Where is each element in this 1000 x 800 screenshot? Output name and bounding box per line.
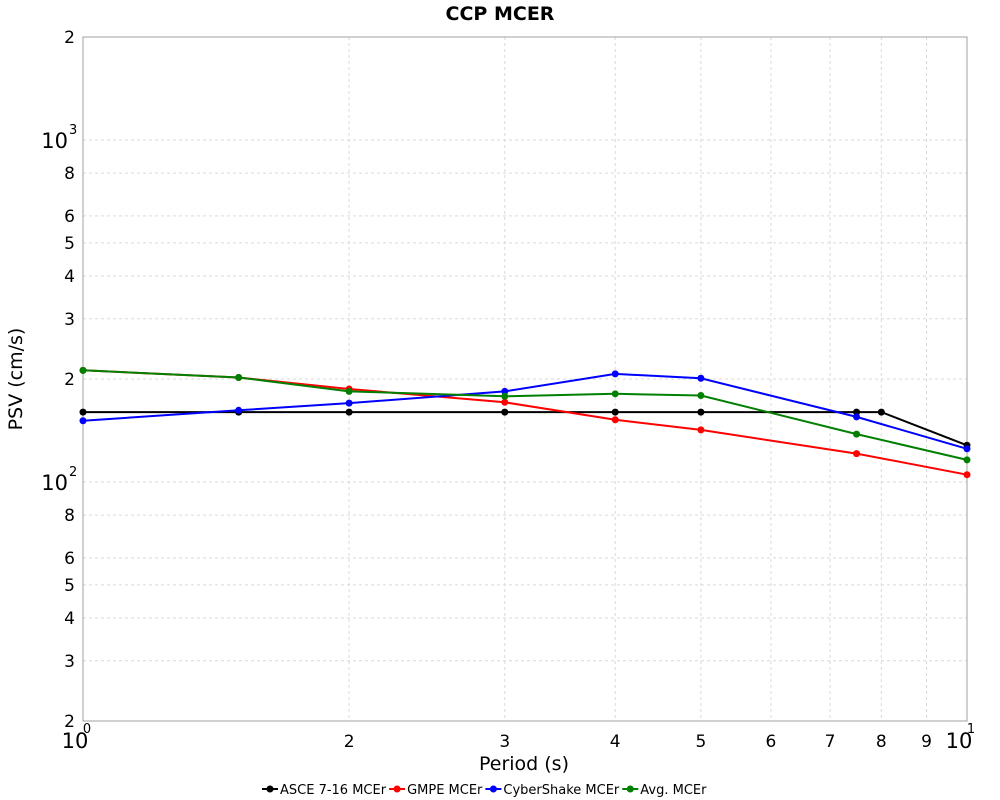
legend-marker xyxy=(393,785,401,793)
data-point xyxy=(235,374,243,382)
series-gmpe-mcer xyxy=(79,366,971,479)
data-point xyxy=(697,374,705,382)
data-point xyxy=(235,406,243,414)
data-point xyxy=(501,387,509,395)
data-point xyxy=(345,408,353,416)
y-axis-label: PSV (cm/s) xyxy=(5,328,27,431)
x-tick-label: 10 xyxy=(62,729,89,753)
y-tick-label: 5 xyxy=(64,234,75,254)
y-tick-label: 10 xyxy=(41,471,68,495)
data-point xyxy=(345,399,353,407)
data-point xyxy=(853,430,861,438)
data-point xyxy=(501,408,509,416)
data-point xyxy=(611,408,619,416)
x-tick-exponent: 0 xyxy=(83,722,91,737)
x-tick-label: 8 xyxy=(876,732,887,752)
data-point xyxy=(79,408,87,416)
series-avg-mcer xyxy=(79,366,971,464)
legend-item: ASCE 7-16 MCEr xyxy=(262,783,387,798)
x-tick-label: 10 xyxy=(946,729,973,753)
chart-title: CCP MCER xyxy=(446,3,555,25)
y-tick-label: 3 xyxy=(64,652,75,672)
y-tick-exponent: 2 xyxy=(69,465,77,480)
x-tick-label: 4 xyxy=(610,732,621,752)
data-point xyxy=(963,471,971,479)
x-tick-label: 2 xyxy=(344,732,355,752)
x-tick-label: 7 xyxy=(825,732,836,752)
series-line xyxy=(82,372,968,450)
data-point xyxy=(853,450,861,458)
data-point xyxy=(697,391,705,399)
x-tick-label: 6 xyxy=(765,732,776,752)
data-point xyxy=(611,416,619,424)
y-tick-label: 10 xyxy=(41,129,68,153)
legend-marker xyxy=(266,785,274,793)
legend: ASCE 7-16 MCEr GMPE MCEr CyberShake MCEr Av… xyxy=(262,783,707,798)
y-tick-label: 4 xyxy=(64,609,75,629)
y-tick-label: 8 xyxy=(64,506,75,526)
legend-label: GMPE MCEr xyxy=(407,783,483,798)
y-tick-label: 2 xyxy=(64,712,75,732)
y-tick-label: 6 xyxy=(64,207,75,227)
x-tick-label: 5 xyxy=(695,732,706,752)
legend-marker xyxy=(626,785,634,793)
data-point xyxy=(611,370,619,378)
data-point xyxy=(345,387,353,395)
data-point xyxy=(611,390,619,398)
y-tick-label: 3 xyxy=(64,310,75,330)
data-point xyxy=(501,392,509,400)
x-tick-label: 9 xyxy=(921,732,932,752)
legend-item: GMPE MCEr xyxy=(389,783,483,798)
x-tick-exponent: 1 xyxy=(967,722,975,737)
data-point xyxy=(79,417,87,425)
data-point xyxy=(697,408,705,416)
grid xyxy=(82,36,968,722)
y-tick-exponent: 3 xyxy=(69,123,77,138)
data-point xyxy=(697,426,705,434)
series-cybershake-mcer xyxy=(79,370,971,453)
x-axis-label: Period (s) xyxy=(479,753,569,775)
series-asce-7-16-mcer xyxy=(79,408,971,449)
y-tick-label: 8 xyxy=(64,164,75,184)
data-point xyxy=(79,366,87,374)
y-tick-label: 2 xyxy=(64,370,75,390)
legend-label: Avg. MCEr xyxy=(640,783,707,798)
plot-frame xyxy=(82,36,968,722)
data-point xyxy=(853,413,861,421)
legend-item: Avg. MCEr xyxy=(622,783,707,798)
series-line xyxy=(82,369,968,476)
y-tick-label: 2 xyxy=(64,28,75,48)
data-point xyxy=(877,408,885,416)
data-point xyxy=(963,445,971,453)
x-tick-label: 3 xyxy=(499,732,510,752)
y-tick-label: 5 xyxy=(64,576,75,596)
legend-item: CyberShake MCEr xyxy=(485,783,620,798)
legend-label: CyberShake MCEr xyxy=(503,783,620,798)
legend-marker xyxy=(489,785,497,793)
series-layer xyxy=(79,366,971,479)
data-point xyxy=(501,398,509,406)
legend-label: ASCE 7-16 MCEr xyxy=(280,783,387,798)
y-tick-label: 4 xyxy=(64,267,75,287)
data-point xyxy=(963,456,971,464)
y-tick-label: 6 xyxy=(64,549,75,569)
series-line xyxy=(82,369,968,461)
